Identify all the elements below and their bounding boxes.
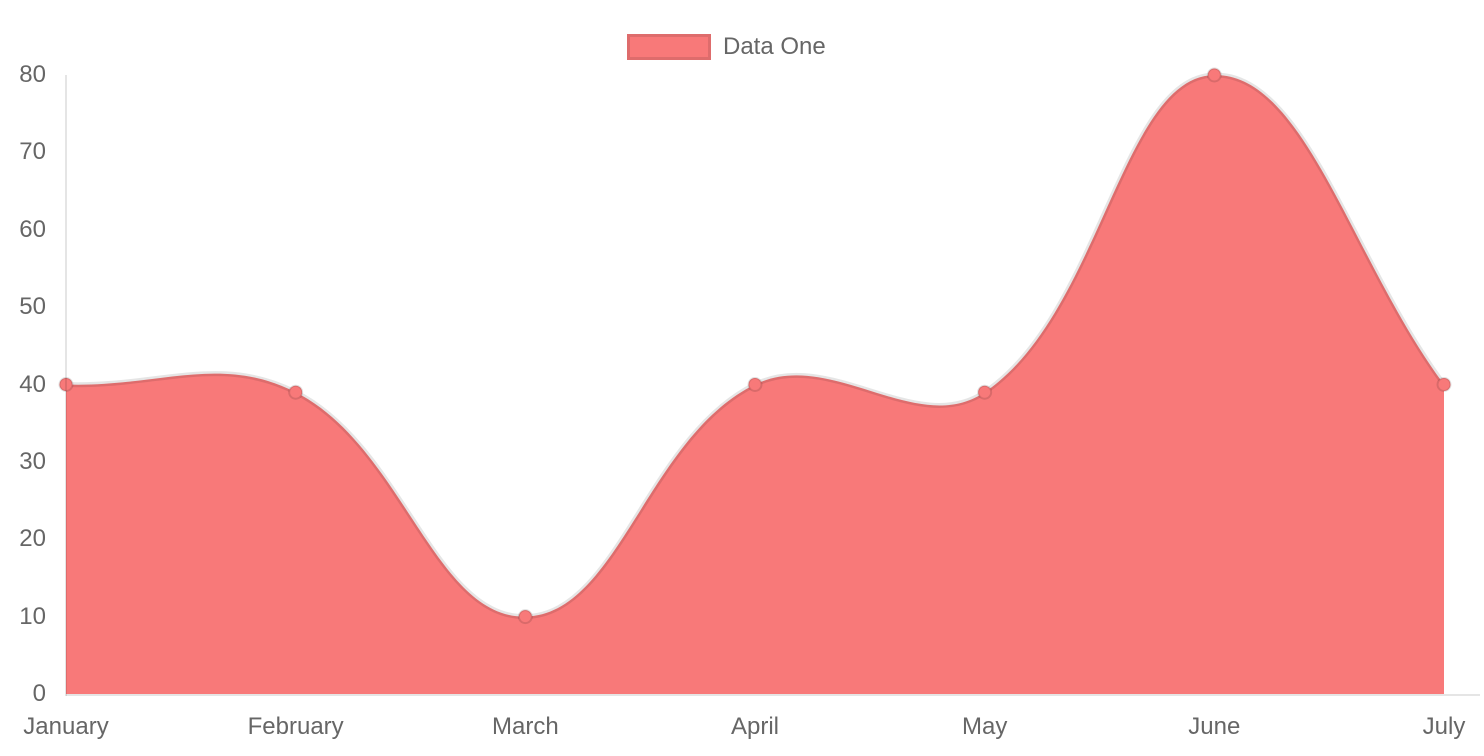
data-point[interactable] — [58, 377, 74, 392]
data-point[interactable] — [977, 384, 993, 400]
data-point[interactable] — [1206, 67, 1222, 83]
data-point[interactable] — [288, 384, 304, 400]
x-tick-label: May — [961, 713, 1008, 740]
data-points — [58, 67, 1452, 625]
y-tick-label: 20 — [19, 525, 46, 553]
line-stroke — [63, 72, 1447, 620]
data-point[interactable] — [747, 377, 763, 392]
x-tick-label: January — [23, 713, 109, 740]
y-tick-label: 60 — [19, 215, 46, 243]
data-point[interactable] — [1436, 377, 1452, 392]
x-tick-label: July — [1422, 713, 1466, 740]
y-tick-label: 30 — [19, 447, 46, 475]
y-tick-label: 40 — [19, 370, 46, 398]
data-point[interactable] — [517, 609, 533, 625]
y-tick-label: 10 — [19, 602, 46, 630]
x-tick-label: March — [491, 713, 559, 740]
legend-swatch — [627, 34, 711, 60]
legend-item[interactable]: Data One — [627, 33, 826, 61]
x-tick-label: June — [1188, 713, 1241, 740]
x-tick-label: February — [247, 713, 344, 740]
area-fill — [66, 74, 1444, 695]
y-tick-label: 70 — [19, 138, 46, 166]
y-tick-label: 80 — [19, 61, 46, 88]
y-tick-label: 50 — [19, 293, 46, 321]
x-tick-label: April — [730, 713, 780, 740]
legend-label: Data One — [723, 33, 826, 60]
y-tick-label: 0 — [32, 680, 46, 707]
